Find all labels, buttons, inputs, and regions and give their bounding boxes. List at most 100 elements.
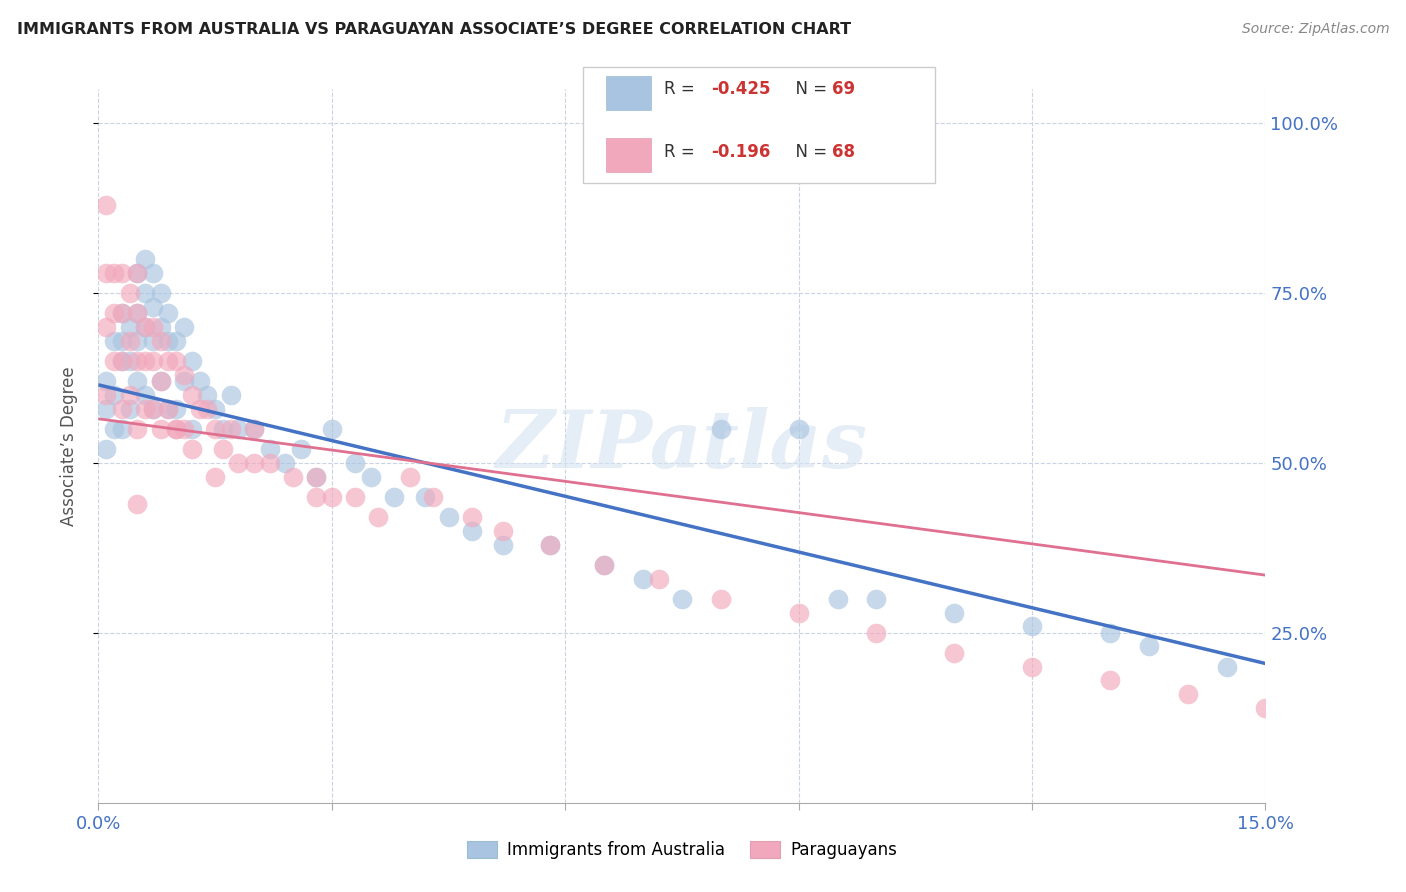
Point: [1021, 619, 1043, 633]
Point: [142, 266, 165, 280]
Point: [96, 266, 118, 280]
Point: [593, 558, 616, 572]
Point: [281, 469, 304, 483]
Point: [149, 286, 172, 301]
Point: [149, 422, 172, 436]
Point: [1137, 640, 1160, 654]
Point: [103, 306, 125, 320]
Point: [103, 266, 125, 280]
Point: [118, 286, 141, 301]
Point: [787, 422, 810, 436]
Text: R =: R =: [664, 143, 700, 161]
Point: [142, 320, 165, 334]
Point: [360, 469, 382, 483]
Point: [165, 334, 187, 348]
Point: [865, 626, 887, 640]
Point: [787, 606, 810, 620]
Point: [180, 422, 202, 436]
Text: Source: ZipAtlas.com: Source: ZipAtlas.com: [1241, 22, 1389, 37]
Point: [710, 591, 733, 606]
Point: [165, 422, 187, 436]
Point: [173, 320, 195, 334]
Point: [103, 422, 125, 436]
Point: [305, 490, 328, 504]
Point: [96, 388, 118, 402]
Point: [118, 354, 141, 368]
Point: [413, 490, 436, 504]
Point: [943, 606, 966, 620]
Point: [305, 469, 328, 483]
Point: [204, 401, 226, 416]
Point: [142, 334, 165, 348]
Point: [127, 354, 149, 368]
Point: [127, 306, 149, 320]
Text: -0.425: -0.425: [711, 80, 770, 98]
Point: [204, 422, 226, 436]
Point: [188, 401, 211, 416]
Point: [305, 469, 328, 483]
Point: [111, 334, 134, 348]
Point: [1177, 687, 1199, 701]
Point: [492, 537, 515, 551]
Point: [538, 537, 561, 551]
Text: 68: 68: [832, 143, 855, 161]
Point: [103, 334, 125, 348]
Point: [1254, 700, 1277, 714]
Text: ZIPatlas: ZIPatlas: [496, 408, 868, 484]
Point: [422, 490, 444, 504]
Point: [134, 320, 156, 334]
Point: [382, 490, 405, 504]
Point: [165, 354, 187, 368]
Point: [437, 510, 460, 524]
Point: [1021, 660, 1043, 674]
Point: [103, 354, 125, 368]
Point: [142, 401, 165, 416]
Point: [165, 422, 187, 436]
Point: [118, 401, 141, 416]
Point: [180, 354, 202, 368]
Point: [180, 388, 202, 402]
Point: [111, 354, 134, 368]
Point: [157, 401, 180, 416]
Point: [631, 572, 654, 586]
Point: [647, 572, 669, 586]
Point: [492, 524, 515, 538]
Point: [111, 401, 134, 416]
Point: [111, 354, 134, 368]
Point: [173, 368, 195, 382]
Point: [134, 354, 156, 368]
Point: [943, 646, 966, 660]
Point: [127, 306, 149, 320]
Point: [228, 456, 250, 470]
Point: [593, 558, 616, 572]
Point: [195, 388, 218, 402]
Point: [118, 320, 141, 334]
Point: [157, 354, 180, 368]
Point: [461, 524, 484, 538]
Point: [180, 442, 202, 457]
Text: N =: N =: [785, 80, 832, 98]
Point: [96, 375, 118, 389]
Point: [127, 422, 149, 436]
Point: [149, 375, 172, 389]
Point: [142, 354, 165, 368]
Point: [96, 401, 118, 416]
Text: 69: 69: [832, 80, 855, 98]
Text: R =: R =: [664, 80, 700, 98]
Point: [149, 334, 172, 348]
Point: [321, 490, 343, 504]
Point: [1215, 660, 1237, 674]
Point: [219, 422, 242, 436]
Point: [195, 401, 218, 416]
Point: [134, 401, 156, 416]
Point: [134, 320, 156, 334]
Point: [344, 490, 367, 504]
Point: [827, 591, 849, 606]
Point: [243, 422, 266, 436]
Point: [118, 334, 141, 348]
Point: [367, 510, 389, 524]
Point: [103, 388, 125, 402]
Point: [134, 252, 156, 266]
Point: [157, 401, 180, 416]
Point: [142, 401, 165, 416]
